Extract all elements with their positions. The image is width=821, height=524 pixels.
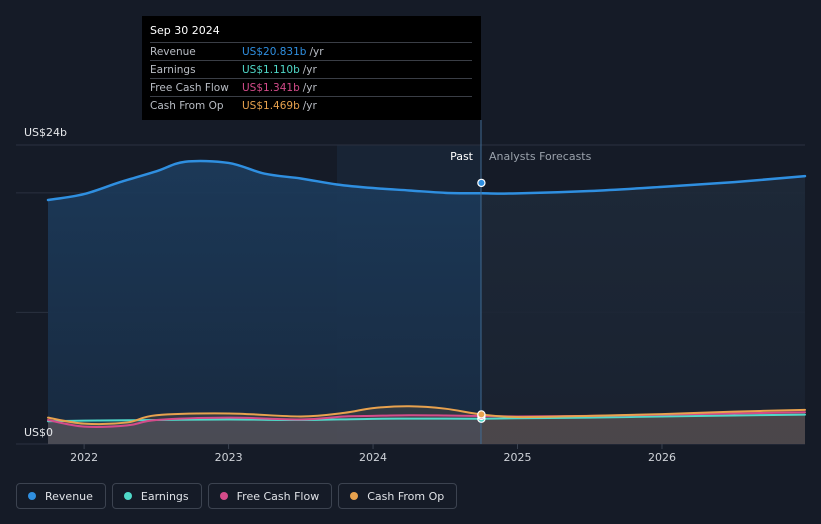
tooltip-row-earnings: Earnings US$1.110b/yr <box>150 60 472 78</box>
tooltip-row-value: US$20.831b <box>242 45 307 58</box>
legend-label: Free Cash Flow <box>236 489 320 503</box>
series-areas <box>48 160 805 444</box>
legend: Revenue Earnings Free Cash Flow Cash From O… <box>16 483 458 509</box>
series-lines <box>46 159 807 428</box>
x-tick-label-2025: 2025 <box>504 451 532 464</box>
legend-item-free-cash-flow[interactable]: Free Cash Flow <box>207 483 333 509</box>
revenue-area-forecast <box>481 176 805 444</box>
tooltip-date: Sep 30 2024 <box>150 24 220 37</box>
tooltip: Sep 30 2024 Revenue US$20.831b/yr Earnings… <box>142 16 481 120</box>
cash-from-op-marker <box>477 410 486 419</box>
x-axis: 2022 2023 2024 2025 2026 <box>70 444 676 464</box>
legend-label: Cash From Op <box>367 489 445 503</box>
legend-item-earnings[interactable]: Earnings <box>111 483 202 509</box>
x-tick-label-2026: 2026 <box>648 451 676 464</box>
markers <box>477 178 486 423</box>
revenue-area-past <box>48 160 482 444</box>
tooltip-row-unit: /yr <box>309 45 324 58</box>
revenue-marker <box>477 178 486 188</box>
legend-dot-icon <box>219 492 228 500</box>
legend-dot-icon <box>350 492 359 500</box>
y-tick-zero: US$0 <box>24 426 53 439</box>
tooltip-row-label: Revenue <box>150 45 196 58</box>
tooltip-row-label: Cash From Op <box>150 99 224 112</box>
tooltip-rows: Revenue US$20.831b/yr Earnings US$1.110b/yr… <box>150 42 473 114</box>
legend-dot-icon <box>123 492 132 500</box>
revenue-line <box>46 159 807 202</box>
tooltip-row-value: US$1.469b <box>242 99 300 112</box>
x-tick-label-2022: 2022 <box>70 451 98 464</box>
tooltip-row-label: Free Cash Flow <box>150 81 229 94</box>
tooltip-row-unit: /yr <box>302 63 317 76</box>
tooltip-row-unit: /yr <box>302 81 317 94</box>
tooltip-row-revenue: Revenue US$20.831b/yr <box>150 42 472 60</box>
past-label: Past <box>450 150 474 163</box>
tooltip-row-cash-from-op: Cash From Op US$1.469b/yr <box>150 96 472 114</box>
y-tick-top: US$24b <box>24 126 67 139</box>
earnings-area <box>48 414 805 444</box>
tooltip-row-unit: /yr <box>302 99 317 112</box>
tooltip-row-value: US$1.110b <box>242 63 300 76</box>
legend-item-revenue[interactable]: Revenue <box>16 483 106 509</box>
x-tick-label-2023: 2023 <box>215 451 243 464</box>
tooltip-row-free-cash-flow: Free Cash Flow US$1.341b/yr <box>150 78 472 96</box>
tooltip-row-value: US$1.341b <box>242 81 300 94</box>
legend-item-cash-from-op[interactable]: Cash From Op <box>338 483 458 509</box>
tooltip-row-label: Earnings <box>150 63 196 76</box>
forecast-label: Analysts Forecasts <box>489 150 592 163</box>
cash-from-op-line <box>47 405 806 425</box>
legend-dot-icon <box>28 492 36 500</box>
legend-label: Revenue <box>45 489 93 503</box>
x-tick-label-2024: 2024 <box>359 451 387 464</box>
legend-label: Earnings <box>140 489 189 503</box>
